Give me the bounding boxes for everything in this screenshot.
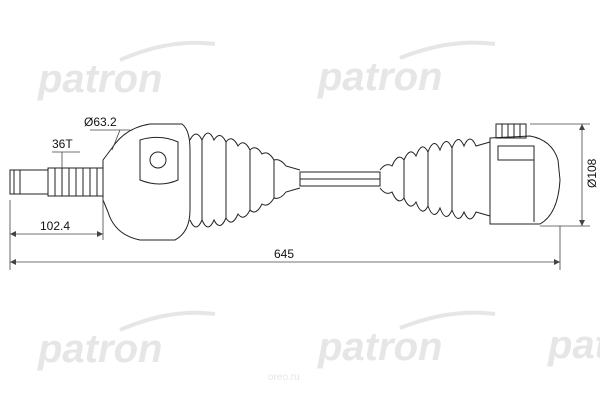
axle-body bbox=[9, 123, 561, 241]
watermark-swoosh-1 bbox=[119, 40, 216, 62]
watermark-brand-4: patron bbox=[317, 325, 442, 369]
dimension-lines bbox=[9, 123, 590, 270]
watermark-brand-5: patron bbox=[547, 323, 600, 367]
watermark-brand-3: patron bbox=[37, 327, 162, 371]
watermark-swoosh-3 bbox=[119, 310, 216, 332]
stub-end bbox=[9, 169, 49, 195]
inner-boot-bottom bbox=[189, 187, 301, 228]
stub-length-label: 102.4 bbox=[40, 219, 70, 233]
watermark-brand-1: patron bbox=[37, 57, 162, 101]
outer-joint-housing bbox=[489, 135, 561, 225]
watermark-group: patron patron patron patron patron oreo.… bbox=[37, 40, 600, 383]
outer-joint-diameter-label: Ø108 bbox=[585, 158, 599, 188]
outer-joint-thread bbox=[495, 123, 527, 139]
spline-count-label: 36T bbox=[52, 137, 73, 151]
inner-joint-bearing bbox=[149, 151, 167, 169]
inner-joint-housing bbox=[102, 123, 191, 241]
inner-boot-top bbox=[189, 132, 301, 171]
watermark-swoosh-4 bbox=[399, 310, 496, 330]
outer-joint-ring bbox=[497, 145, 535, 161]
dimension-arrows bbox=[10, 124, 585, 265]
inner-joint-diameter-label: Ø63.2 bbox=[84, 115, 117, 129]
watermark-site: oreo.ru bbox=[268, 372, 300, 383]
outer-boot-bottom bbox=[379, 187, 491, 220]
inner-joint-core bbox=[139, 136, 179, 185]
outer-boot-top bbox=[379, 138, 491, 171]
watermark-brand-2: patron bbox=[317, 55, 442, 99]
overall-length-label: 645 bbox=[274, 247, 294, 261]
watermark-swoosh-2 bbox=[399, 40, 496, 60]
